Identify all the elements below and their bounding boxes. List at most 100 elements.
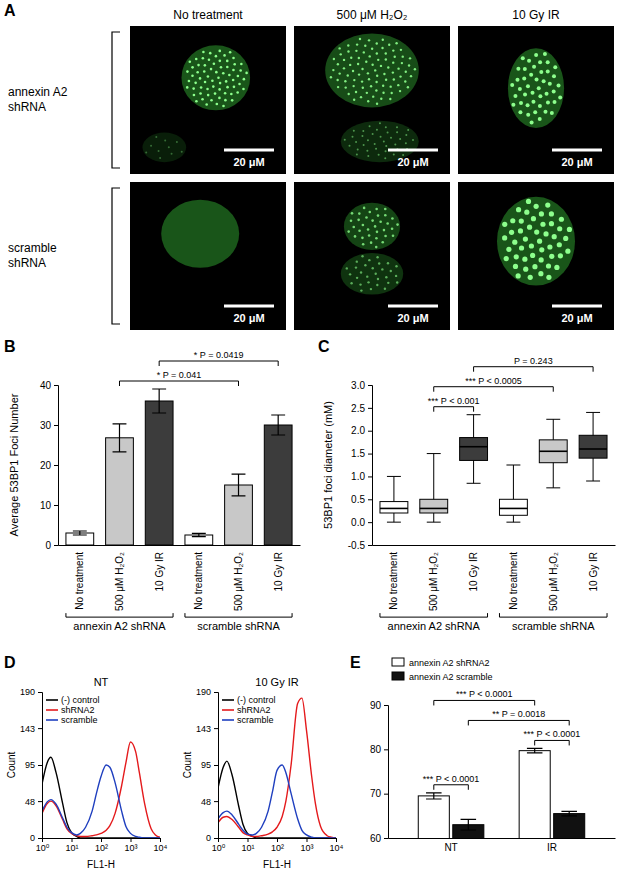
tick-mark: [368, 385, 372, 386]
focus: [239, 69, 242, 72]
focus: [393, 78, 395, 80]
focus: [367, 228, 370, 231]
focus: [395, 265, 397, 267]
annotation: ** P = 0.0018: [468, 709, 569, 725]
focus: [362, 224, 365, 227]
tick-label: 48: [201, 796, 211, 806]
focus: [526, 103, 530, 107]
nucleus: [344, 203, 400, 250]
focus: [407, 86, 409, 88]
legend-label: shRNA2: [237, 705, 271, 715]
whisker-cap: [467, 483, 481, 484]
image-background: [458, 26, 614, 174]
focus: [539, 257, 544, 262]
plot-area: [218, 698, 336, 838]
axis-line: [389, 838, 616, 839]
focus: [527, 225, 532, 230]
tick: 48: [25, 796, 42, 806]
focus: [226, 86, 229, 89]
focus: [524, 210, 529, 215]
whisker: [393, 476, 394, 522]
focus: [195, 58, 198, 61]
focus: [376, 129, 378, 131]
focus: [215, 71, 218, 74]
tick-label: 10: [40, 500, 52, 511]
focus: [360, 289, 362, 291]
focus: [376, 75, 378, 77]
focus: [535, 78, 539, 82]
focus: [229, 51, 232, 54]
tick-label: 2.5: [351, 403, 365, 414]
tick: 1.5: [351, 448, 372, 459]
focus: [346, 267, 348, 269]
plot-area: [418, 748, 584, 838]
legend-label: scramble: [237, 715, 274, 725]
focus: [392, 71, 394, 73]
tick: 10¹: [65, 838, 78, 853]
focus: [396, 131, 398, 133]
focus: [395, 275, 397, 277]
tick-label: -0.5: [348, 540, 366, 551]
focus: [336, 79, 338, 81]
focus: [401, 62, 403, 64]
focus: [171, 153, 173, 155]
focus: [539, 247, 544, 252]
focus: [548, 82, 552, 86]
focus: [330, 76, 332, 78]
tick-mark: [214, 838, 218, 839]
legend-swatch: [222, 709, 234, 711]
whisker-cap: [506, 465, 520, 466]
tick-label: 10⁴: [154, 843, 168, 853]
focus: [353, 130, 355, 132]
focus: [542, 79, 546, 83]
focus: [559, 217, 564, 222]
focus: [364, 264, 366, 266]
focus: [155, 136, 157, 138]
focus: [390, 92, 392, 94]
focus: [367, 139, 369, 141]
focus: [353, 99, 355, 101]
focus: [512, 240, 517, 245]
focus: [504, 256, 509, 261]
focus: [390, 270, 392, 272]
focus: [387, 66, 389, 68]
tick-label: 143: [20, 723, 35, 733]
focus: [400, 49, 402, 51]
bar: [554, 814, 585, 838]
focus: [516, 67, 520, 71]
focus: [502, 235, 507, 240]
focus: [233, 86, 236, 89]
axis-title: 53BP1 foci diameter (mM): [322, 401, 334, 529]
focus: [237, 75, 240, 78]
focus: [414, 68, 416, 70]
tick: 143: [196, 723, 218, 733]
legend-swatch: [392, 672, 404, 680]
focus: [347, 44, 349, 46]
tick: 3.0: [351, 380, 372, 391]
focus: [530, 253, 535, 258]
focus: [365, 60, 367, 62]
axis: -0.50.00.51.01.52.02.53.0: [348, 380, 373, 551]
tick-label: No treatment: [388, 552, 399, 610]
focus: [518, 87, 522, 91]
row-bracket: [112, 32, 120, 168]
focus: [186, 86, 189, 89]
axis-title: FL1-H: [87, 859, 115, 870]
tick-label: 10⁰: [36, 843, 50, 853]
panel-letter: A: [4, 2, 16, 19]
series-line: [218, 698, 336, 838]
focus: [557, 226, 562, 231]
tick-label: 10¹: [65, 843, 78, 853]
focus: [347, 50, 349, 52]
focus: [359, 283, 361, 285]
focus: [232, 69, 235, 72]
focus: [363, 207, 366, 210]
axis: 04895143190: [196, 687, 219, 843]
tick-label: 95: [201, 760, 211, 770]
focus: [356, 154, 358, 156]
annotation-text: *** P < 0.0001: [456, 689, 513, 699]
focus: [558, 253, 563, 258]
focus: [399, 138, 401, 140]
focus: [546, 263, 551, 268]
tick: 10³: [124, 838, 137, 853]
